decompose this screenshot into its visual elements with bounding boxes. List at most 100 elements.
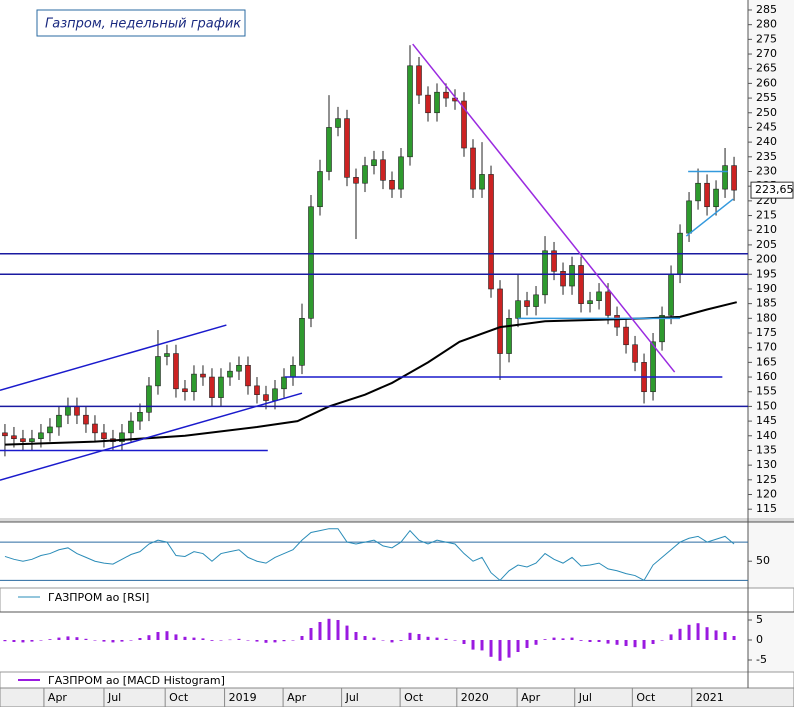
y-tick-label: 230 (756, 164, 777, 177)
histogram-bar (363, 636, 367, 640)
candle-body (470, 147, 476, 190)
last-price-box (750, 181, 794, 199)
histogram-bar (561, 638, 565, 640)
histogram-bar (291, 640, 295, 641)
histogram-bar (21, 640, 25, 643)
histogram-bar (156, 632, 160, 640)
histogram-bar (462, 640, 466, 644)
candle-body (209, 376, 215, 398)
histogram-bar (84, 638, 88, 640)
trend-line (412, 43, 676, 373)
y-tick-label: 210 (756, 223, 777, 236)
candle-body (38, 432, 44, 440)
histogram-bar (237, 638, 241, 640)
rsi-line (4, 528, 735, 582)
candle-body (623, 326, 629, 346)
histogram-bar (264, 640, 268, 643)
histogram-bar (345, 625, 349, 640)
y-tick-label: 215 (756, 209, 777, 222)
y-tick-label: 250 (756, 106, 777, 119)
y-tick-label: 160 (756, 370, 777, 383)
y-tick-label: 145 (756, 414, 777, 427)
histogram-bar (372, 637, 376, 640)
y-tick-label: 150 (756, 399, 777, 412)
histogram-bar (165, 631, 169, 640)
histogram-bar (498, 640, 502, 661)
y-tick-label: 260 (756, 76, 777, 89)
histogram-bar (651, 640, 655, 644)
candle-body (551, 250, 557, 272)
x-tick-label: Jul (107, 691, 121, 704)
histogram-bar (102, 640, 106, 642)
histogram-bar (228, 639, 232, 641)
histogram-bar (12, 640, 16, 642)
candle-body (20, 438, 26, 442)
candle-body (713, 188, 719, 208)
candle-body (605, 291, 611, 316)
histogram-bar (174, 634, 178, 640)
histogram-bar (615, 640, 619, 645)
candle-body (173, 353, 179, 390)
y-tick-label: 5 (756, 613, 763, 626)
histogram-bar (633, 640, 637, 648)
title-box (36, 9, 246, 37)
y-tick-label: 120 (756, 488, 777, 501)
histogram-bar (543, 639, 547, 640)
histogram-bar (624, 640, 628, 646)
x-axis (0, 687, 794, 707)
x-tick-label: 2020 (461, 691, 489, 704)
candle-body (596, 291, 602, 301)
candle-body (65, 406, 71, 416)
histogram-bar (3, 640, 7, 642)
candle-body (335, 118, 341, 128)
histogram-bar (408, 632, 412, 640)
histogram-bar (273, 640, 277, 643)
y-tick-label: 115 (756, 502, 777, 515)
candle-body (371, 159, 377, 166)
histogram-bar (606, 640, 610, 644)
histogram-bar (579, 640, 583, 641)
histogram-bar (201, 638, 205, 640)
histogram-bar (525, 640, 529, 648)
histogram-bar (120, 640, 124, 642)
x-tick-label: 2021 (696, 691, 724, 704)
candle-body (524, 300, 530, 307)
x-tick-label: Apr (48, 691, 68, 704)
trend-line (685, 198, 734, 237)
candle-body (398, 156, 404, 190)
x-tick-label: Apr (521, 691, 541, 704)
y-tick-label: 275 (756, 32, 777, 45)
y-tick-label: 255 (756, 91, 777, 104)
y-tick-label: 180 (756, 311, 777, 324)
candle-body (488, 174, 494, 290)
candle-body (425, 94, 431, 114)
histogram-bar (246, 640, 250, 641)
histogram-bar (444, 638, 448, 640)
candle-body (578, 265, 584, 304)
histogram-bar (552, 637, 556, 640)
y-tick-label: 140 (756, 429, 777, 442)
histogram-bar (219, 640, 223, 641)
candle-body (407, 65, 413, 158)
y-tick-label: 155 (756, 385, 777, 398)
candle-body (542, 250, 548, 296)
candle-body (11, 435, 17, 440)
histogram-bar (426, 636, 430, 640)
candle-body (245, 365, 251, 387)
histogram-bar (660, 640, 664, 641)
x-tick-label: Oct (169, 691, 189, 704)
histogram-bar (75, 637, 79, 640)
candle-body (119, 432, 125, 442)
histogram-bar (39, 640, 43, 641)
candle-body (614, 315, 620, 328)
histogram-bar (453, 640, 457, 641)
candle-body (497, 288, 503, 354)
histogram-bar (696, 623, 700, 640)
candle-body (164, 353, 170, 357)
y-tick-label: 135 (756, 443, 777, 456)
histogram-bar (282, 640, 286, 642)
histogram-bar (642, 640, 646, 649)
candle-body (29, 438, 35, 442)
candle-body (650, 341, 656, 393)
